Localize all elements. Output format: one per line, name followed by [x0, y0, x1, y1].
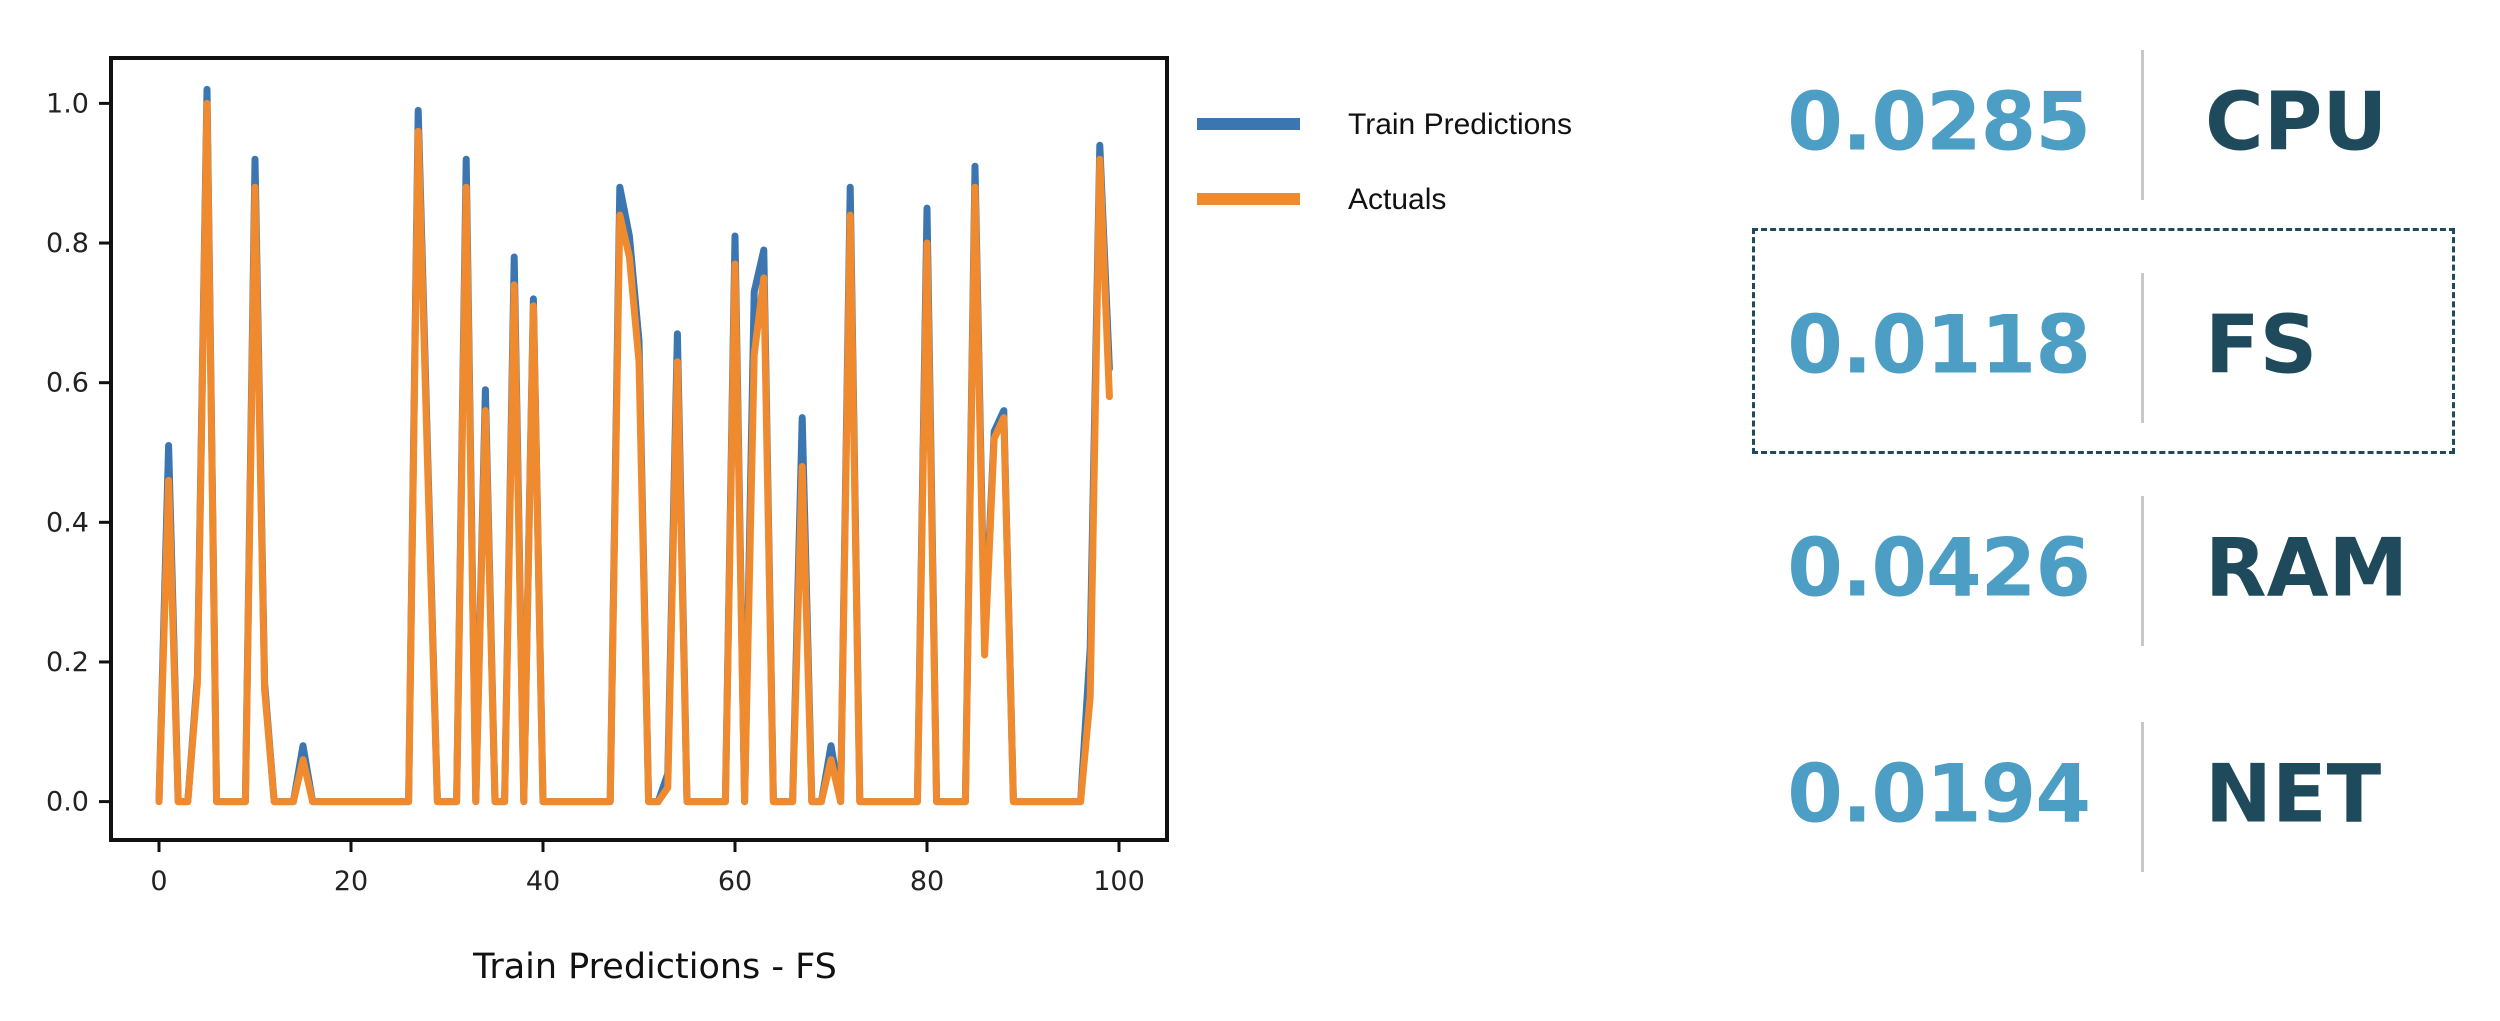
- highlight-box: [1752, 228, 2455, 454]
- chart-legend: Train Predictions Actuals: [1197, 108, 1572, 216]
- metric-value: 0.0285: [1787, 75, 2091, 169]
- plot-area: [155, 85, 1113, 806]
- metric-value: 0.0194: [1787, 747, 2091, 841]
- metric-name: FS: [2205, 298, 2318, 392]
- metric-divider: [2141, 496, 2144, 646]
- series-line-actuals: [155, 99, 1113, 806]
- metric-divider: [2141, 50, 2144, 200]
- legend-label: Train Predictions: [1348, 108, 1572, 141]
- metric-name: CPU: [2205, 75, 2388, 169]
- metric-value: 0.0118: [1787, 298, 2091, 392]
- legend-label: Actuals: [1348, 183, 1446, 216]
- axes-frame: [109, 56, 1169, 842]
- y-tick-label: 0.6: [46, 368, 89, 399]
- metric-name: NET: [2205, 747, 2382, 841]
- x-tick-label: 100: [1093, 866, 1145, 897]
- metric-divider: [2141, 273, 2144, 423]
- x-axis-label: Train Predictions - FS: [472, 947, 837, 987]
- y-tick-label: 0.8: [46, 228, 89, 259]
- y-tick-label: 0.2: [46, 647, 89, 678]
- metric-row-ram: 0.0426 RAM: [1760, 468, 2460, 668]
- y-tick-label: 1.0: [46, 88, 89, 119]
- line-chart: 0 20 40 60 80 100 0.0 0.2 0.4 0.6 0.8 1.0 Train Pr…: [46, 56, 1572, 987]
- metric-value: 0.0426: [1787, 521, 2091, 615]
- y-tick-label: 0.4: [46, 507, 89, 538]
- metric-row-net: 0.0194 NET: [1760, 694, 2460, 894]
- x-tick-label: 0: [150, 866, 167, 897]
- metric-divider: [2141, 722, 2144, 872]
- x-tick-label: 80: [910, 866, 944, 897]
- metric-row-fs: 0.0118 FS: [1760, 245, 2460, 445]
- x-tick-label: 60: [718, 866, 752, 897]
- metric-name: RAM: [2205, 521, 2409, 615]
- y-tick-label: 0.0: [46, 787, 89, 818]
- x-tick-label: 20: [334, 866, 368, 897]
- metric-row-cpu: 0.0285 CPU: [1760, 22, 2460, 222]
- x-axis: 0 20 40 60 80 100: [150, 840, 1145, 897]
- x-tick-label: 40: [526, 866, 560, 897]
- y-axis: 0.0 0.2 0.4 0.6 0.8 1.0: [46, 88, 111, 818]
